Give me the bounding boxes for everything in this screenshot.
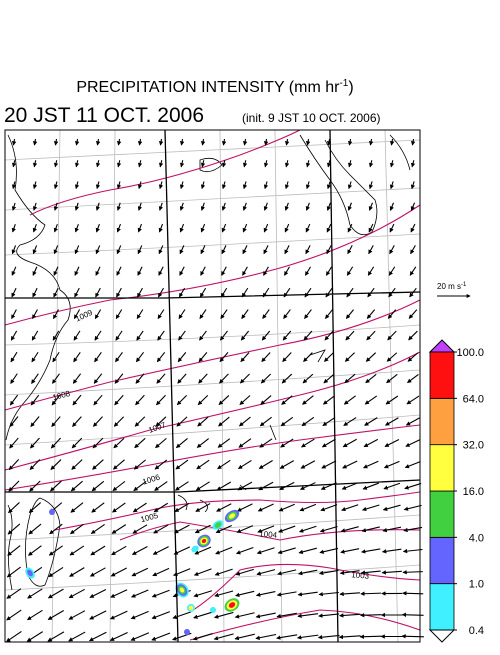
vector-scale: 20 m s-1 <box>437 282 470 296</box>
init-time: (init. 9 JST 10 OCT. 2006) <box>242 111 381 125</box>
vector-scale-label: 20 m s-1 <box>437 282 467 291</box>
wind-arrow <box>360 636 381 637</box>
colorbar-segment <box>430 445 454 491</box>
colorbar-segment <box>430 352 454 398</box>
wind-arrow <box>361 593 381 594</box>
title-end: ) <box>348 79 353 96</box>
colorbar-label: 64.0 <box>463 393 484 405</box>
colorbar-label: 1.0 <box>469 579 484 591</box>
vector-scale-exponent: -1 <box>461 282 467 288</box>
title: PRECIPITATION INTENSITY (mm hr-1) <box>76 78 353 96</box>
colorbar-segment <box>430 584 454 630</box>
vector-scale-text: 20 m s <box>437 282 461 291</box>
colorbar-over <box>430 340 454 352</box>
colorbar-label: 4.0 <box>469 532 484 544</box>
colorbar-label: 32.0 <box>463 440 484 452</box>
colorbar: 0.4 1.0 4.0 16.0 32.0 64.0 100.0 <box>430 340 484 642</box>
colorbar-segment <box>430 491 454 537</box>
wind-arrow <box>402 636 424 637</box>
colorbar-label: 100.0 <box>456 347 484 359</box>
colorbar-segment <box>430 537 454 583</box>
colorbar-segment <box>430 398 454 444</box>
colorbar-label: 0.4 <box>469 625 484 637</box>
valid-time: 20 JST 11 OCT. 2006 <box>4 104 204 127</box>
wind-arrow <box>361 615 382 616</box>
colorbar-label: 16.0 <box>463 486 484 498</box>
title-main: PRECIPITATION INTENSITY (mm hr <box>76 79 340 96</box>
colorbar-under <box>430 630 454 642</box>
